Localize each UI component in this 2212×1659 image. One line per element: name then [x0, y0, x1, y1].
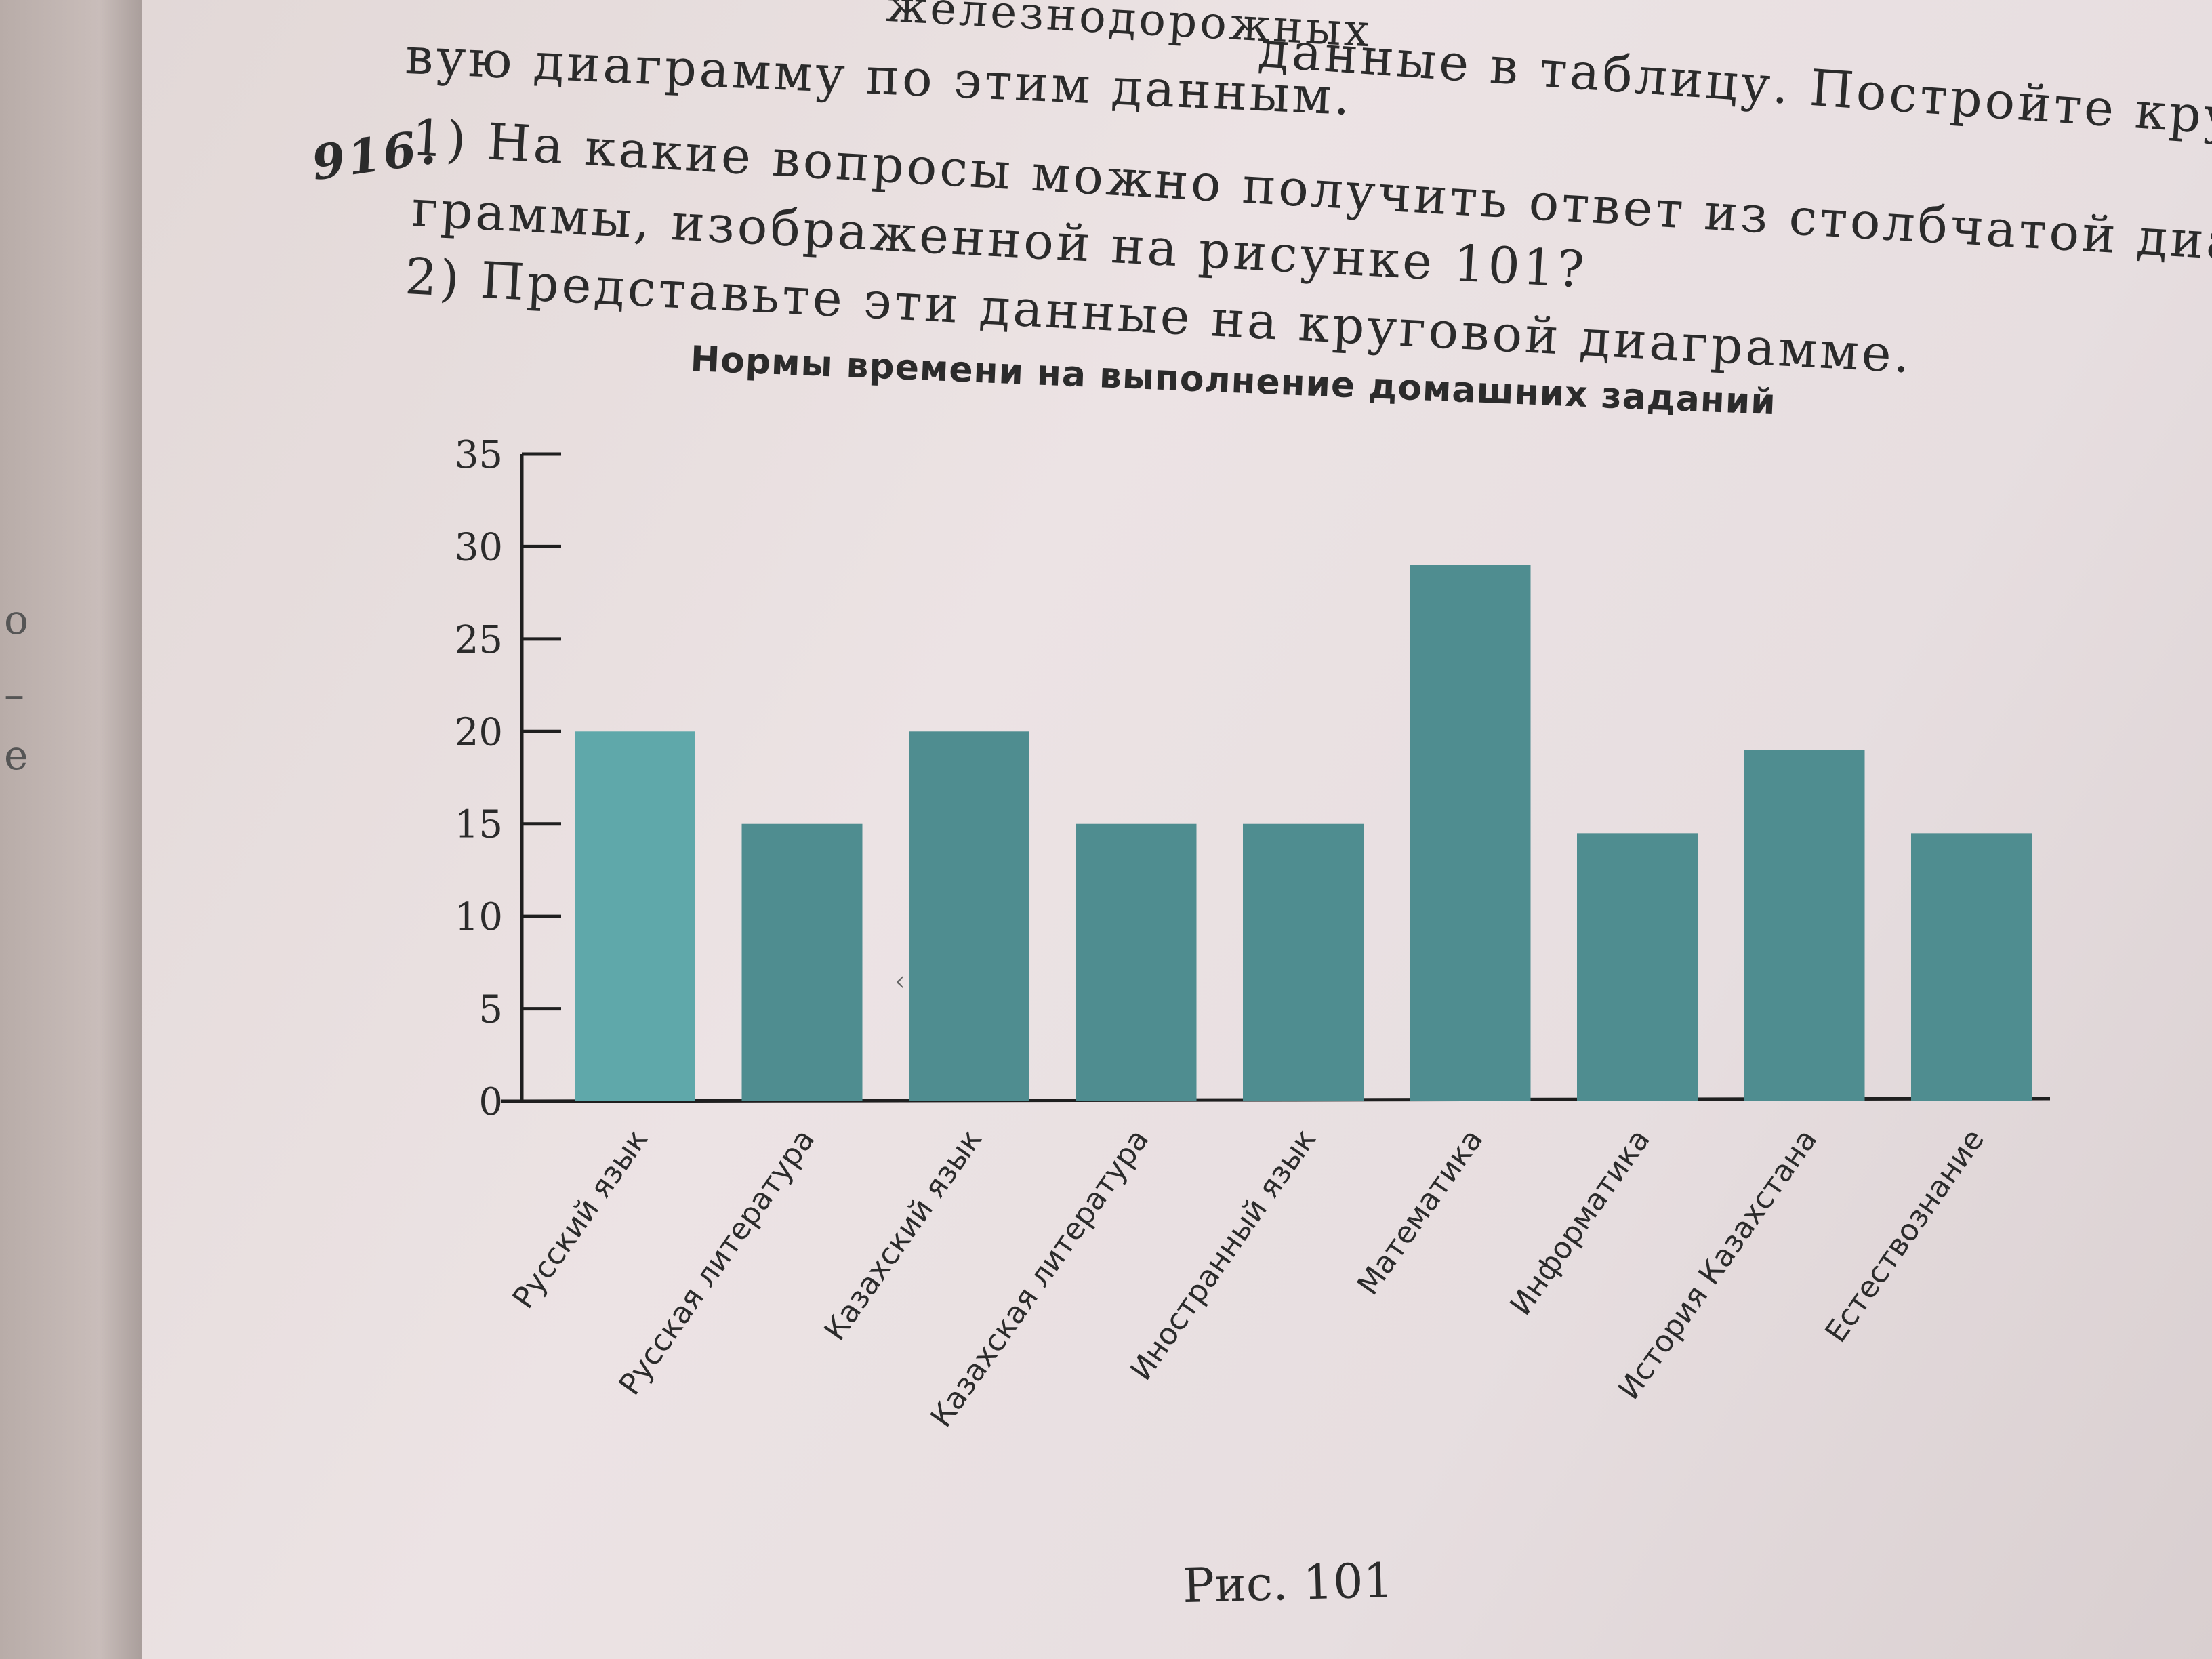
x-category-label: Математика: [1351, 1123, 1490, 1301]
y-tick-label: 20: [455, 710, 503, 754]
y-tick-label: 0: [478, 1080, 503, 1124]
y-tick-label: 5: [478, 988, 503, 1032]
y-tick-label: 30: [455, 525, 503, 569]
left-page-fragment: о: [4, 596, 29, 644]
bar: [1577, 833, 1698, 1101]
bar: [575, 731, 695, 1101]
left-page-fragment: е: [4, 732, 28, 779]
y-tick-label: 25: [455, 618, 503, 662]
bar: [741, 823, 863, 1101]
x-category-label: Информатика: [1503, 1123, 1657, 1322]
bar: [1243, 823, 1364, 1101]
x-category-label: Иностранный язык: [1124, 1123, 1323, 1387]
x-category-label: Русская литература: [613, 1123, 822, 1401]
x-category-label: Русский язык: [506, 1123, 655, 1315]
bar: [1076, 823, 1197, 1101]
y-tick-label: 15: [455, 803, 503, 847]
x-category-label: Естествознание: [1818, 1123, 1991, 1349]
bar: [1911, 833, 2032, 1101]
y-tick-label: 35: [455, 433, 503, 477]
y-tick-label: 10: [455, 895, 503, 939]
bar: [909, 731, 1029, 1101]
left-page-fragment: –: [4, 671, 24, 718]
pencil-mark: ‹: [895, 966, 905, 997]
left-page-edge: о – е: [0, 0, 142, 1659]
figure-caption: Рис. 101: [1181, 1552, 1395, 1614]
bars: [575, 565, 2032, 1101]
bar: [1410, 565, 1531, 1101]
x-category-label: Казахский язык: [817, 1123, 989, 1347]
bar: [1744, 750, 1865, 1101]
x-category-label: История Казахстана: [1612, 1123, 1824, 1406]
